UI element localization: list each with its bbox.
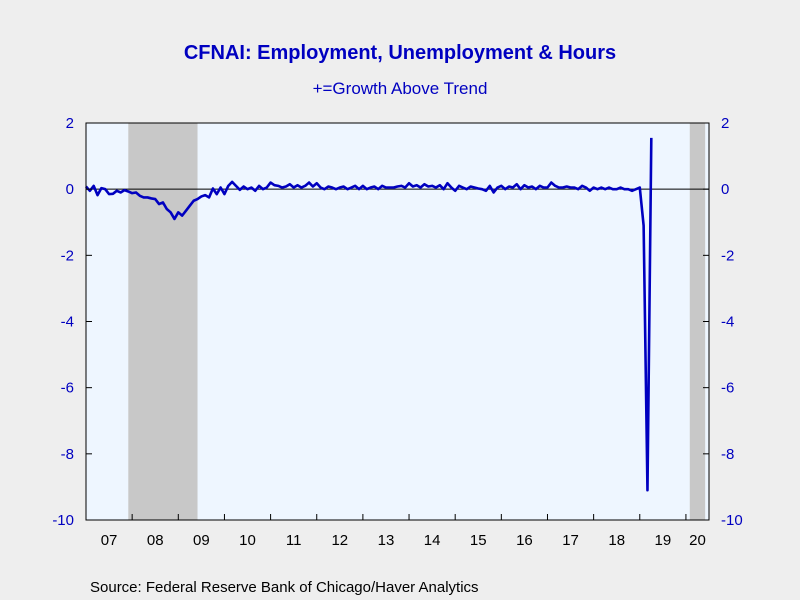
recession-band-2 bbox=[689, 123, 706, 520]
y-tick-label-left: 0 bbox=[66, 181, 74, 198]
series-line-1 bbox=[85, 137, 653, 492]
x-tick-label: 14 bbox=[424, 532, 441, 549]
x-tick-label: 17 bbox=[562, 532, 579, 549]
y-tick-label-right: 2 bbox=[721, 115, 729, 132]
x-tick-label: 11 bbox=[286, 532, 302, 549]
x-axis: 07 08 09 10 11 12 13 14 15 16 17 18 19 20 bbox=[101, 514, 706, 549]
y-axis-left: 2 0 -2 -4 -6 -8 -10 bbox=[52, 115, 92, 529]
chart-subtitle: +=Growth Above Trend bbox=[313, 79, 488, 98]
x-tick-label: 15 bbox=[470, 532, 487, 549]
x-tick-label: 09 bbox=[193, 532, 210, 549]
x-tick-label: 16 bbox=[516, 532, 533, 549]
chart-source: Source: Federal Reserve Bank of Chicago/… bbox=[90, 579, 479, 596]
chart-title: CFNAI: Employment, Unemployment & Hours bbox=[184, 42, 616, 64]
y-tick-label-left: 2 bbox=[66, 115, 74, 132]
series-layer bbox=[85, 137, 653, 492]
y-tick-label-right: -10 bbox=[721, 512, 743, 529]
x-tick-label: 08 bbox=[147, 532, 164, 549]
recession-band-1 bbox=[128, 123, 198, 520]
x-tick-label: 19 bbox=[655, 532, 672, 549]
y-tick-label-right: -8 bbox=[721, 446, 734, 463]
x-tick-label: 18 bbox=[608, 532, 625, 549]
y-tick-label-right: -6 bbox=[721, 380, 734, 397]
x-tick-label: 20 bbox=[689, 532, 706, 549]
y-tick-label-left: -4 bbox=[61, 314, 74, 331]
x-tick-label: 12 bbox=[331, 532, 348, 549]
x-tick-label: 10 bbox=[239, 532, 256, 549]
y-tick-label-left: -8 bbox=[61, 446, 74, 463]
y-tick-label-left: -6 bbox=[61, 380, 74, 397]
y-tick-label-right: -2 bbox=[721, 247, 734, 264]
y-axis-right: 2 0 -2 -4 -6 -8 -10 bbox=[703, 115, 743, 529]
y-tick-label-right: 0 bbox=[721, 181, 729, 198]
x-tick-label: 07 bbox=[101, 532, 118, 549]
y-tick-label-left: -10 bbox=[52, 512, 74, 529]
y-tick-label-right: -4 bbox=[721, 314, 734, 331]
x-tick-label: 13 bbox=[378, 532, 395, 549]
y-tick-label-left: -2 bbox=[61, 247, 74, 264]
